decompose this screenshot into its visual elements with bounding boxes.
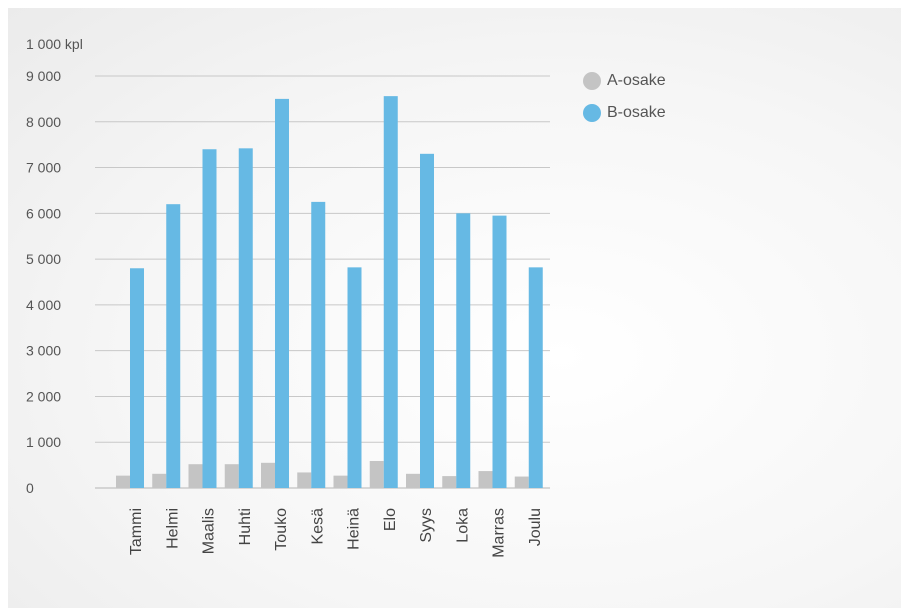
x-tick-label: Elo xyxy=(382,508,399,531)
bar-b-osake xyxy=(202,149,217,488)
x-tick-label: Marras xyxy=(491,508,508,558)
x-tick-label: Touko xyxy=(273,508,290,551)
bar-b-osake xyxy=(420,153,434,489)
bar-b-osake xyxy=(166,204,181,488)
bar-b-osake xyxy=(383,96,398,489)
y-tick-label: 0 xyxy=(26,480,34,496)
chart-panel: 1 000 kpl 0 1 000 2 000 3 000 4 000 5 000 6 00… xyxy=(8,8,901,608)
x-tick-label: Kesä xyxy=(309,508,326,545)
bar-a-osake xyxy=(369,460,384,488)
y-tick-label: 7 000 xyxy=(26,160,61,176)
bar-a-osake xyxy=(514,476,529,488)
x-tick-label: Heinä xyxy=(346,508,363,550)
y-tick-label: 3 000 xyxy=(26,343,61,359)
legend: A-osake B-osake xyxy=(583,70,666,134)
bar-a-osake xyxy=(261,462,275,488)
y-tick-label: 5 000 xyxy=(26,251,61,267)
bar-a-osake xyxy=(333,475,348,488)
bar-b-osake xyxy=(130,268,144,488)
x-tick-label: Tammi xyxy=(128,508,145,555)
legend-swatch-b-osake xyxy=(583,104,601,122)
bar-a-osake xyxy=(297,472,312,488)
legend-swatch-a-osake xyxy=(583,72,601,90)
bar-a-osake xyxy=(152,473,167,488)
x-tick-label: Joulu xyxy=(527,508,544,546)
legend-label-a-osake: A-osake xyxy=(607,72,666,89)
bar-chart: 0 1 000 2 000 3 000 4 000 5 000 6 000 7 000 8 00… xyxy=(26,68,550,558)
legend-item-a-osake[interactable]: A-osake xyxy=(583,70,666,92)
bar-b-osake xyxy=(238,148,253,488)
bar-b-osake xyxy=(528,267,543,488)
y-tick-label: 9 000 xyxy=(26,68,61,84)
x-tick-label: Maalis xyxy=(201,508,218,554)
bar-a-osake xyxy=(442,476,457,488)
y-axis-unit-label: 1 000 kpl xyxy=(26,36,83,52)
bar-a-osake xyxy=(188,464,203,488)
x-tick-label: Helmi xyxy=(164,508,181,549)
x-tick-label: Syys xyxy=(418,508,435,543)
y-tick-label: 4 000 xyxy=(26,297,61,313)
y-tick-label: 2 000 xyxy=(26,388,61,404)
bar-b-osake xyxy=(347,267,362,488)
bar-b-osake xyxy=(492,215,507,488)
bar-a-osake xyxy=(478,471,493,488)
y-tick-label: 6 000 xyxy=(26,205,61,221)
y-tick-label: 8 000 xyxy=(26,114,61,130)
bar-a-osake xyxy=(116,475,130,488)
bar-a-osake xyxy=(406,473,420,488)
bar-b-osake xyxy=(311,201,326,488)
bar-b-osake xyxy=(275,98,289,488)
legend-item-b-osake[interactable]: B-osake xyxy=(583,102,666,124)
bar-a-osake xyxy=(224,464,239,488)
bar-b-osake xyxy=(456,213,471,489)
y-tick-label: 1 000 xyxy=(26,434,61,450)
x-tick-label: Loka xyxy=(454,508,471,543)
legend-label-b-osake: B-osake xyxy=(607,104,666,121)
x-tick-label: Huhti xyxy=(237,508,254,545)
